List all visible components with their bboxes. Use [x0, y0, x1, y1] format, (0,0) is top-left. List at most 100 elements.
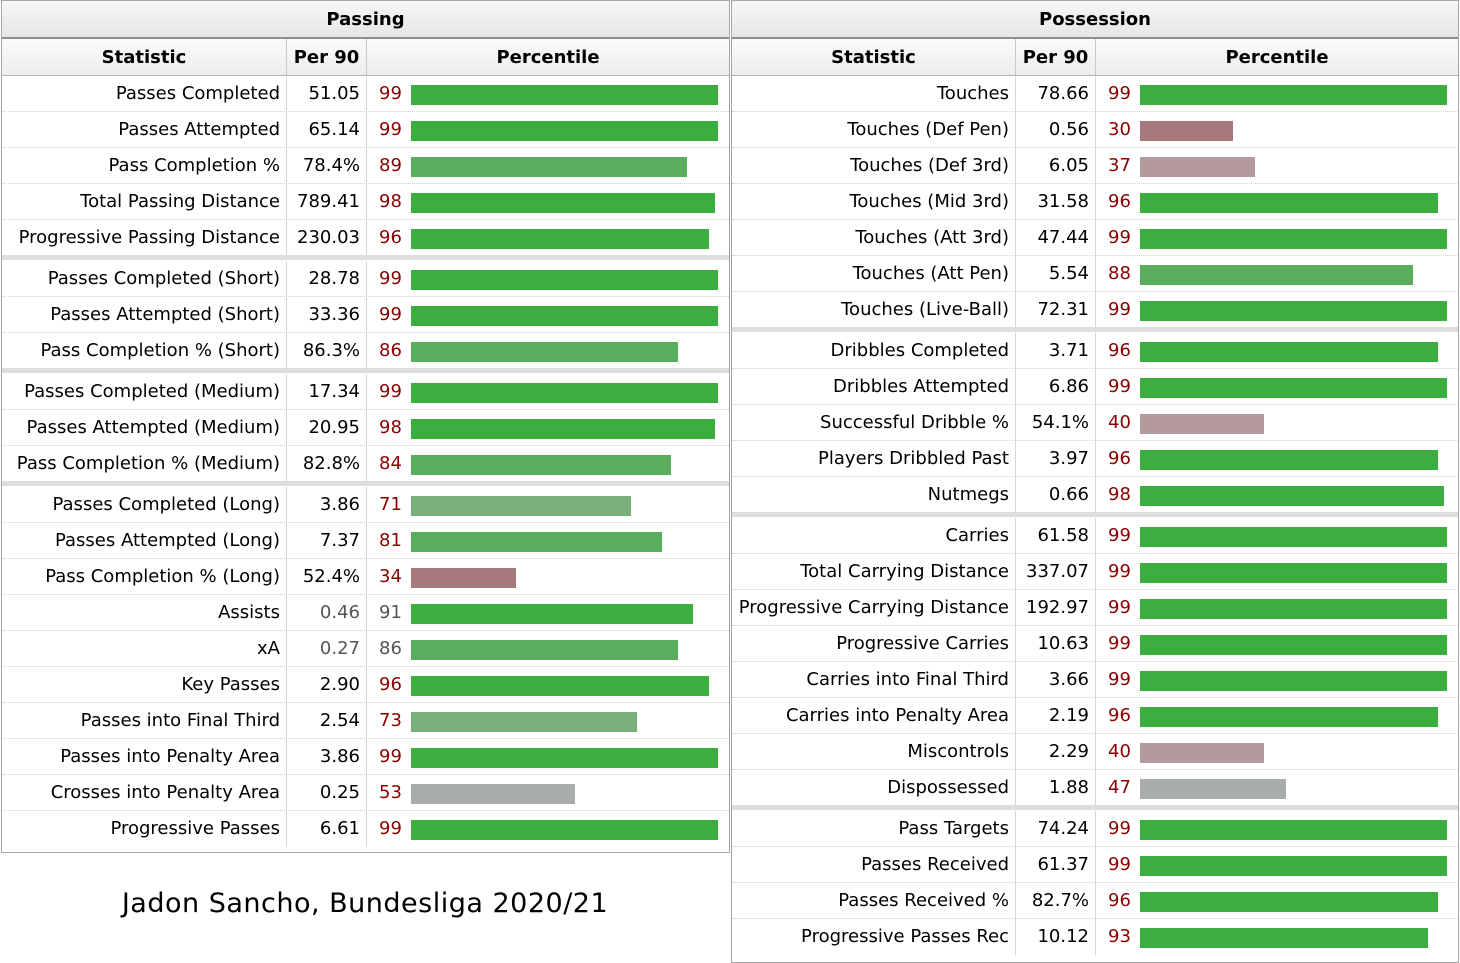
per90-value: 230.03 — [287, 220, 367, 256]
stat-name: Passes Completed (Long) — [2, 487, 287, 523]
group-separator — [732, 805, 1458, 810]
stat-name: Passes Attempted (Medium) — [2, 410, 287, 446]
per90-value: 6.05 — [1016, 148, 1096, 184]
table-row: Pass Completion % (Short) 86.3% 86 — [2, 333, 729, 369]
group-separator — [2, 368, 729, 373]
percentile-value: 99 — [1108, 818, 1131, 839]
group-separator — [732, 327, 1458, 332]
percentile-value: 99 — [1108, 83, 1131, 104]
stat-name: Progressive Carries — [732, 626, 1016, 662]
table-row: Passes Completed (Long) 3.86 71 — [2, 487, 729, 523]
percentile-value: 99 — [379, 83, 402, 104]
percentile-value: 96 — [379, 674, 402, 695]
percentile-bar — [411, 784, 575, 804]
percentile-bar — [411, 229, 709, 249]
per90-value: 0.25 — [287, 775, 367, 811]
percentile-bar — [411, 85, 718, 105]
row-divider — [2, 296, 729, 297]
row-divider — [2, 594, 729, 595]
percentile-value: 84 — [379, 453, 402, 474]
stat-name: Carries into Penalty Area — [732, 698, 1016, 734]
percentile-bar — [1140, 486, 1444, 506]
per90-value: 2.19 — [1016, 698, 1096, 734]
percentile-bar — [411, 455, 671, 475]
table-row: Key Passes 2.90 96 — [2, 667, 729, 703]
percentile-value: 99 — [379, 268, 402, 289]
row-divider — [2, 666, 729, 667]
per90-value: 337.07 — [1016, 554, 1096, 590]
percentile-bar — [1140, 856, 1447, 876]
group-separator — [2, 481, 729, 486]
per90-value: 0.66 — [1016, 477, 1096, 513]
stat-name: Passes Received — [732, 847, 1016, 883]
table-row: Touches (Att 3rd) 47.44 99 — [732, 220, 1458, 256]
percentile-bar — [1140, 193, 1438, 213]
stat-name: Total Passing Distance — [2, 184, 287, 220]
per90-value: 192.97 — [1016, 590, 1096, 626]
percentile-value: 99 — [379, 818, 402, 839]
row-divider — [732, 404, 1458, 405]
percentile-bar — [1140, 414, 1264, 434]
stat-name: Pass Targets — [732, 811, 1016, 847]
table-row: Carries 61.58 99 — [732, 518, 1458, 554]
row-divider — [732, 111, 1458, 112]
percentile-bar — [411, 157, 687, 177]
percentile-value: 99 — [1108, 299, 1131, 320]
row-divider — [2, 147, 729, 148]
percentile-value: 88 — [1108, 263, 1131, 284]
percentile-bar — [1140, 527, 1447, 547]
per90-value: 47.44 — [1016, 220, 1096, 256]
stat-name: Progressive Passes Rec — [732, 919, 1016, 955]
table-row: Touches (Def Pen) 0.56 30 — [732, 112, 1458, 148]
stat-name: Pass Completion % (Short) — [2, 333, 287, 369]
stat-name: Touches (Def 3rd) — [732, 148, 1016, 184]
table-row: Carries into Penalty Area 2.19 96 — [732, 698, 1458, 734]
possession-header-percentile: Percentile — [1096, 39, 1458, 76]
per90-value: 82.7% — [1016, 883, 1096, 919]
percentile-bar — [1140, 671, 1447, 691]
passing-header-percentile: Percentile — [367, 39, 729, 76]
table-row: Passes into Final Third 2.54 73 — [2, 703, 729, 739]
possession-title: Possession — [732, 1, 1458, 39]
stat-name: Touches (Att Pen) — [732, 256, 1016, 292]
row-divider — [732, 846, 1458, 847]
table-row: Dribbles Completed 3.71 96 — [732, 333, 1458, 369]
stat-name: Progressive Carrying Distance — [732, 590, 1016, 626]
percentile-bar — [411, 496, 631, 516]
per90-value: 61.37 — [1016, 847, 1096, 883]
percentile-bar — [1140, 743, 1264, 763]
stat-name: Progressive Passing Distance — [2, 220, 287, 256]
percentile-bar — [411, 640, 678, 660]
row-divider — [732, 183, 1458, 184]
percentile-bar — [1140, 342, 1438, 362]
row-divider — [732, 219, 1458, 220]
stat-name: Dribbles Attempted — [732, 369, 1016, 405]
stat-name: Touches (Mid 3rd) — [732, 184, 1016, 220]
stat-name: Dispossessed — [732, 770, 1016, 806]
percentile-bar — [411, 532, 662, 552]
percentile-value: 96 — [1108, 448, 1131, 469]
percentile-value: 96 — [1108, 340, 1131, 361]
per90-value: 20.95 — [287, 410, 367, 446]
row-divider — [2, 522, 729, 523]
percentile-bar — [1140, 779, 1286, 799]
table-row: xA 0.27 86 — [2, 631, 729, 667]
percentile-bar — [1140, 707, 1438, 727]
percentile-value: 89 — [379, 155, 402, 176]
table-row: Passes Received 61.37 99 — [732, 847, 1458, 883]
row-divider — [732, 368, 1458, 369]
per90-value: 52.4% — [287, 559, 367, 595]
per90-value: 0.27 — [287, 631, 367, 667]
per90-value: 2.54 — [287, 703, 367, 739]
table-row: Pass Completion % (Long) 52.4% 34 — [2, 559, 729, 595]
table-row: Pass Targets 74.24 99 — [732, 811, 1458, 847]
stat-name: Touches (Att 3rd) — [732, 220, 1016, 256]
percentile-value: 99 — [379, 119, 402, 140]
stat-name: Players Dribbled Past — [732, 441, 1016, 477]
table-row: Passes Attempted (Medium) 20.95 98 — [2, 410, 729, 446]
caption: Jadon Sancho, Bundesliga 2020/21 — [121, 888, 609, 919]
percentile-bar — [1140, 265, 1413, 285]
percentile-bar — [1140, 378, 1447, 398]
row-divider — [732, 553, 1458, 554]
stat-name: Passes into Final Third — [2, 703, 287, 739]
